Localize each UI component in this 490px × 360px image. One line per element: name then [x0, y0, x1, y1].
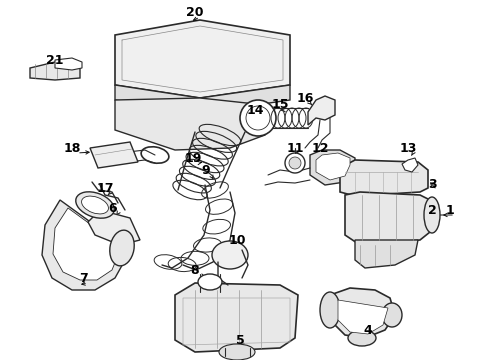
Polygon shape — [88, 210, 140, 245]
Text: 17: 17 — [96, 181, 114, 194]
Text: 2: 2 — [428, 203, 437, 216]
Text: 3: 3 — [428, 179, 436, 192]
Polygon shape — [53, 208, 118, 280]
Polygon shape — [340, 160, 428, 196]
Ellipse shape — [246, 106, 270, 130]
Ellipse shape — [76, 192, 114, 218]
Ellipse shape — [289, 157, 301, 169]
Ellipse shape — [348, 330, 376, 346]
Text: 9: 9 — [202, 163, 210, 176]
Text: 18: 18 — [63, 141, 81, 154]
Text: 5: 5 — [236, 333, 245, 346]
Polygon shape — [90, 142, 138, 168]
Text: 7: 7 — [78, 271, 87, 284]
Text: 16: 16 — [296, 91, 314, 104]
Polygon shape — [115, 98, 265, 150]
Ellipse shape — [81, 196, 108, 214]
Text: 21: 21 — [46, 54, 64, 67]
Polygon shape — [42, 200, 125, 290]
Text: 11: 11 — [286, 141, 304, 154]
Ellipse shape — [110, 230, 134, 266]
Ellipse shape — [240, 100, 276, 136]
Polygon shape — [310, 150, 355, 185]
Ellipse shape — [382, 303, 402, 327]
Ellipse shape — [212, 241, 248, 269]
Polygon shape — [338, 300, 388, 334]
Text: 20: 20 — [186, 5, 204, 18]
Text: 8: 8 — [191, 264, 199, 276]
Text: 10: 10 — [228, 234, 246, 247]
Text: 12: 12 — [311, 141, 329, 154]
Ellipse shape — [219, 344, 255, 360]
Text: 14: 14 — [246, 104, 264, 117]
Text: 13: 13 — [399, 141, 416, 154]
Polygon shape — [115, 85, 290, 113]
Polygon shape — [175, 283, 298, 352]
Text: 19: 19 — [184, 152, 202, 165]
Text: 15: 15 — [271, 99, 289, 112]
Polygon shape — [55, 58, 82, 70]
Polygon shape — [355, 240, 418, 268]
Ellipse shape — [198, 274, 222, 290]
Ellipse shape — [320, 292, 340, 328]
Polygon shape — [30, 62, 80, 80]
Text: 4: 4 — [364, 324, 372, 337]
Polygon shape — [316, 153, 350, 180]
Polygon shape — [345, 192, 430, 245]
Polygon shape — [330, 288, 395, 338]
Ellipse shape — [285, 153, 305, 173]
Ellipse shape — [424, 197, 440, 233]
Polygon shape — [308, 96, 335, 125]
Text: 1: 1 — [445, 203, 454, 216]
Polygon shape — [115, 20, 290, 98]
Text: 6: 6 — [109, 202, 117, 215]
Polygon shape — [402, 158, 418, 172]
